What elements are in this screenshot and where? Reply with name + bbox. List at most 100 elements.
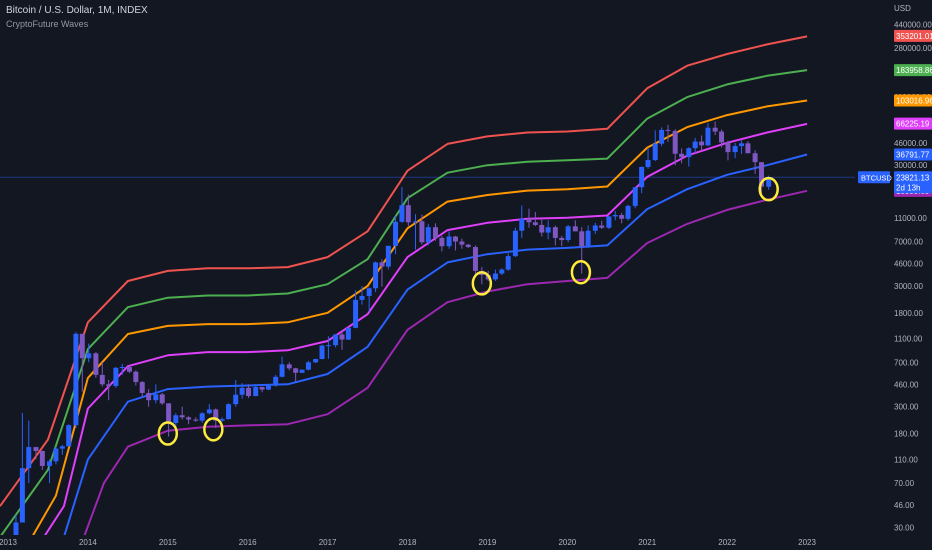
candle-body (413, 221, 419, 223)
candle-body (153, 394, 159, 401)
highlight-circle (157, 421, 179, 446)
candle-body (652, 143, 658, 161)
y-tick-label: 4600.00 (894, 260, 923, 269)
candle-body (725, 142, 731, 153)
candle-body (499, 269, 505, 274)
candle-body (612, 215, 618, 217)
x-tick-label: 2013 (0, 538, 17, 547)
candle-body (146, 392, 152, 401)
bands-layer (0, 35, 808, 538)
candle-body (299, 369, 305, 373)
candle-body (106, 384, 112, 387)
candle-body (339, 334, 345, 340)
candle-body (319, 345, 325, 360)
y-tick-label: 110.00 (894, 455, 918, 464)
candle-body (632, 187, 638, 206)
indicator-legend[interactable]: CryptoFuture Waves (6, 19, 89, 29)
candle-body (393, 221, 399, 246)
candle-body (345, 327, 351, 340)
candle-body (526, 218, 532, 223)
candle-body (26, 447, 32, 469)
candle-body (79, 333, 85, 359)
y-tick-label: 30.00 (894, 523, 915, 532)
highlight-circle (203, 417, 224, 442)
candle-body (565, 226, 571, 241)
band-value-label: 66225.19 (896, 120, 930, 129)
band-value-tag-5 (894, 148, 932, 161)
candle-body (505, 256, 511, 270)
candle-body (705, 127, 711, 146)
candle-body (179, 415, 185, 418)
candle-body (492, 273, 498, 280)
band-value-tag-3 (894, 94, 932, 107)
x-tick-label: 2019 (479, 538, 497, 547)
y-tick-label: 700.00 (894, 358, 919, 367)
candle-body (173, 415, 179, 423)
candle-body (193, 419, 199, 421)
candle-body (113, 367, 119, 387)
candle-body (719, 131, 725, 143)
y-tick-label: 3000.00 (894, 282, 923, 291)
candle-body (532, 222, 538, 225)
candle-body (745, 143, 751, 154)
candle-body (273, 376, 279, 386)
y-tick-label: 1100.00 (894, 335, 923, 344)
y-tick-label: 46000.00 (894, 139, 928, 148)
candle-body (53, 448, 59, 462)
candle-body (286, 364, 292, 369)
candle-body (66, 425, 72, 447)
candle-body (366, 288, 372, 296)
band-value-label: 353201.01 (896, 32, 932, 41)
candle-body (93, 353, 99, 375)
candle-body (732, 146, 738, 153)
candle-body (253, 387, 259, 397)
candle-body (47, 461, 53, 466)
band-value-label: 183958.86 (896, 66, 932, 75)
candle-body (86, 353, 92, 359)
candle-body (699, 141, 705, 146)
highlight-circle (570, 259, 592, 285)
candle-body (692, 141, 698, 149)
candle-body (592, 225, 598, 231)
candle-body (139, 382, 145, 393)
x-tick-label: 2016 (239, 538, 257, 547)
x-tick-label: 2023 (798, 538, 816, 547)
candle-body (519, 218, 525, 231)
x-tick-label: 2018 (399, 538, 417, 547)
candle-body (665, 129, 671, 131)
symbol-tag[interactable] (858, 171, 890, 184)
candle-body (552, 227, 558, 238)
candle-body (305, 362, 311, 370)
candle-body (625, 205, 631, 219)
highlight-circle (471, 271, 493, 296)
candle-body (599, 225, 605, 228)
x-tick-label: 2021 (638, 538, 656, 547)
candle-body (606, 216, 612, 228)
candle-body (33, 447, 39, 451)
band-value-label: 36791.77 (896, 150, 930, 159)
last-price-tag (894, 171, 932, 194)
candle-body (73, 333, 79, 426)
currency-label: USD (894, 4, 911, 13)
y-tick-label: 46.00 (894, 501, 915, 510)
candle-body (265, 385, 271, 390)
y-tick-label: 440000.00 (894, 20, 932, 29)
candle-body (419, 221, 425, 243)
candle-body (59, 446, 65, 449)
band-line-4 (43, 122, 808, 538)
x-tick-label: 2017 (319, 538, 337, 547)
x-tick-label: 2020 (558, 538, 576, 547)
candle-body (379, 262, 385, 267)
candle-body (572, 226, 578, 232)
price-axis-bg (855, 0, 932, 550)
candle-body (405, 205, 411, 223)
countdown-label: 2d 13h (896, 183, 920, 192)
candle-body (313, 359, 319, 363)
candle-body (325, 345, 331, 347)
candle-body (452, 236, 458, 242)
band-line-5 (62, 153, 808, 538)
candle-body (159, 394, 165, 404)
last-price-label: 23821.13 (896, 173, 930, 182)
